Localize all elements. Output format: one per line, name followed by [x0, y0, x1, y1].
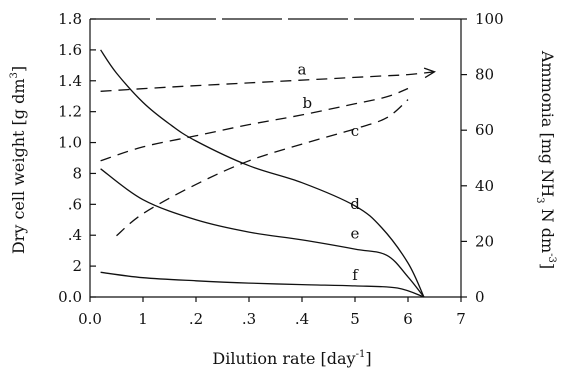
series-line-f: [100, 271, 425, 298]
x-tick-label: 0.0: [78, 310, 102, 328]
curve-labels: ab c de f: [298, 61, 361, 284]
curve-label-c: c: [351, 122, 359, 140]
y-right-tick-label: 80: [475, 66, 494, 84]
x-tick-label: 6: [403, 310, 413, 328]
curve-label-e: e: [351, 224, 360, 242]
y-left-tick-label: 2: [72, 257, 82, 275]
y-right-tick-label: 0: [475, 288, 485, 306]
series-line-a: [100, 71, 435, 92]
y-left-tick-label: 0.0: [58, 288, 82, 306]
x-tick-label: 7: [456, 310, 466, 328]
arrowhead-a: [423, 67, 436, 79]
y-left-tick-label: 8: [72, 164, 82, 182]
y-right-tick-label: 100: [475, 10, 504, 28]
curve-label-b: b: [302, 94, 312, 112]
series-line-b: [100, 87, 409, 162]
y-left-tick-label: 1.6: [58, 41, 82, 59]
y-left-tick-label: .4: [68, 226, 82, 244]
curve-label-f: f: [352, 266, 359, 284]
x-tick-label: 1: [138, 310, 148, 328]
y-right-tick-label: 20: [475, 232, 494, 250]
y-right-axis-ticks: 0 20 40 60 80 100: [461, 10, 504, 306]
x-tick-label: .4: [295, 310, 309, 328]
series-lines: [100, 49, 436, 298]
y-left-tick-label: 1.8: [58, 10, 82, 28]
curve-label-d: d: [350, 195, 360, 213]
y-left-axis-ticks: 0.0 2 .4 .6 8 1.0 1.2 1.4 1.6 1.8: [58, 10, 96, 306]
y-left-tick-label: 1.2: [58, 103, 82, 121]
y-left-axis-title: Dry cell weight [g dm3]: [9, 66, 28, 254]
y-left-tick-label: .6: [68, 195, 82, 213]
curve-label-a: a: [298, 61, 307, 79]
y-left-tick-label: 1.0: [58, 134, 82, 152]
x-tick-label: .3: [242, 310, 256, 328]
x-axis-title: Dilution rate [day-1]: [212, 349, 371, 368]
series-line-d: [100, 49, 425, 298]
x-tick-label: .2: [189, 310, 203, 328]
series-line-c: [116, 99, 409, 237]
y-right-tick-label: 60: [475, 121, 494, 139]
y-right-tick-label: 40: [475, 177, 494, 195]
y-right-axis-title: Ammonia [mg NH3 N dm-3]: [534, 50, 557, 269]
series-line-e: [100, 168, 425, 298]
x-tick-label: 5: [350, 310, 360, 328]
y-left-tick-label: 1.4: [58, 72, 82, 90]
plot-frame: [89, 18, 462, 298]
x-axis-ticks: 0.0 1 .2 .3 .4 5 6 7: [78, 297, 466, 328]
